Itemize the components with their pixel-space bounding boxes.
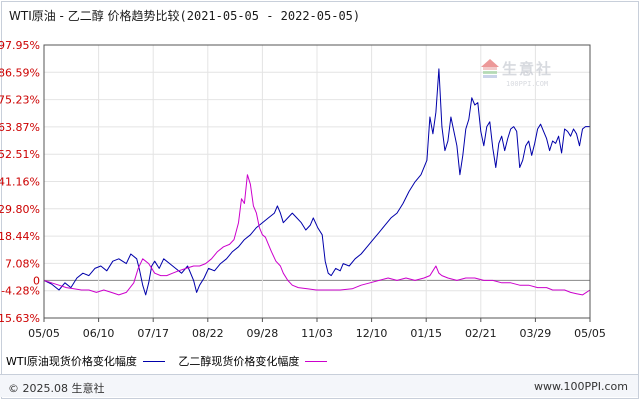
series-line-wti — [43, 68, 590, 296]
x-tick-label: 11/03 — [301, 327, 333, 340]
footer-site-link[interactable]: www.100PPI.com — [534, 380, 628, 393]
series-line-meg — [43, 174, 591, 296]
legend-swatch-wti — [142, 360, 165, 362]
legend-item-wti: WTI原油现货价格变化幅度 — [6, 353, 165, 369]
legend-label-wti: WTI原油现货价格变化幅度 — [6, 355, 137, 368]
footer-copyright: © 2025.08 生意社 — [8, 382, 105, 395]
x-tick-label: 12/10 — [356, 327, 388, 340]
legend-item-meg: 乙二醇现货价格变化幅度 — [178, 353, 328, 369]
y-tick-label: 63.87% — [0, 121, 40, 134]
x-tick-label: 07/17 — [137, 327, 169, 340]
y-tick-label: -15.63% — [0, 312, 40, 325]
axis-layer: 97.95% 86.59% 75.23% 63.87% 52.51% 41.16% 29.8… — [0, 39, 606, 340]
x-tick-label: 09/28 — [247, 327, 279, 340]
watermark-url: 100PPI.COM — [506, 80, 549, 88]
y-tick-label: 18.44% — [0, 230, 40, 243]
grid-layer — [43, 44, 591, 319]
y-tick-label: 75.23% — [0, 94, 40, 107]
watermark-name: 生意社 — [502, 60, 554, 78]
y-tick-label: 7.08% — [5, 257, 40, 270]
chart-title: WTI原油 - 乙二醇 价格趋势比较(2021-05-05 - 2022-05-… — [9, 7, 360, 24]
y-tick-label: 29.80% — [0, 203, 40, 216]
x-tick-label: 05/05 — [574, 327, 606, 340]
y-tick-label: 0 — [33, 274, 40, 287]
chart-legend: WTI原油现货价格变化幅度 乙二醇现货价格变化幅度 — [6, 353, 337, 369]
title-text: WTI原油 - 乙二醇 价格趋势比较 — [9, 9, 180, 23]
series-layer — [43, 68, 591, 296]
y-tick-label: 41.16% — [0, 176, 40, 189]
x-tick-label: 03/29 — [520, 327, 552, 340]
legend-label-meg: 乙二醇现货价格变化幅度 — [178, 355, 300, 368]
x-tick-label: 05/05 — [28, 327, 60, 340]
x-tick-label: 08/22 — [192, 327, 224, 340]
plot-border — [43, 44, 591, 319]
house-logo-icon — [481, 59, 499, 78]
x-tick-label: 06/10 — [83, 327, 115, 340]
y-tick-label: -4.28% — [1, 285, 40, 298]
watermark: 生意社 100PPI.COM — [480, 56, 580, 96]
x-tick-label: 01/15 — [410, 327, 442, 340]
x-tick-label: 02/21 — [465, 327, 497, 340]
y-tick-label: 86.59% — [0, 66, 40, 79]
date-range: (2021-05-05 - 2022-05-05) — [179, 9, 361, 23]
y-tick-label: 52.51% — [0, 148, 40, 161]
price-trend-chart: 97.95% 86.59% 75.23% 63.87% 52.51% 41.16% 29.8… — [0, 39, 606, 340]
legend-swatch-meg — [305, 360, 328, 362]
y-tick-label: 97.95% — [0, 39, 40, 52]
footer-bar: © 2025.08 生意社 www.100PPI.com — [0, 374, 638, 397]
